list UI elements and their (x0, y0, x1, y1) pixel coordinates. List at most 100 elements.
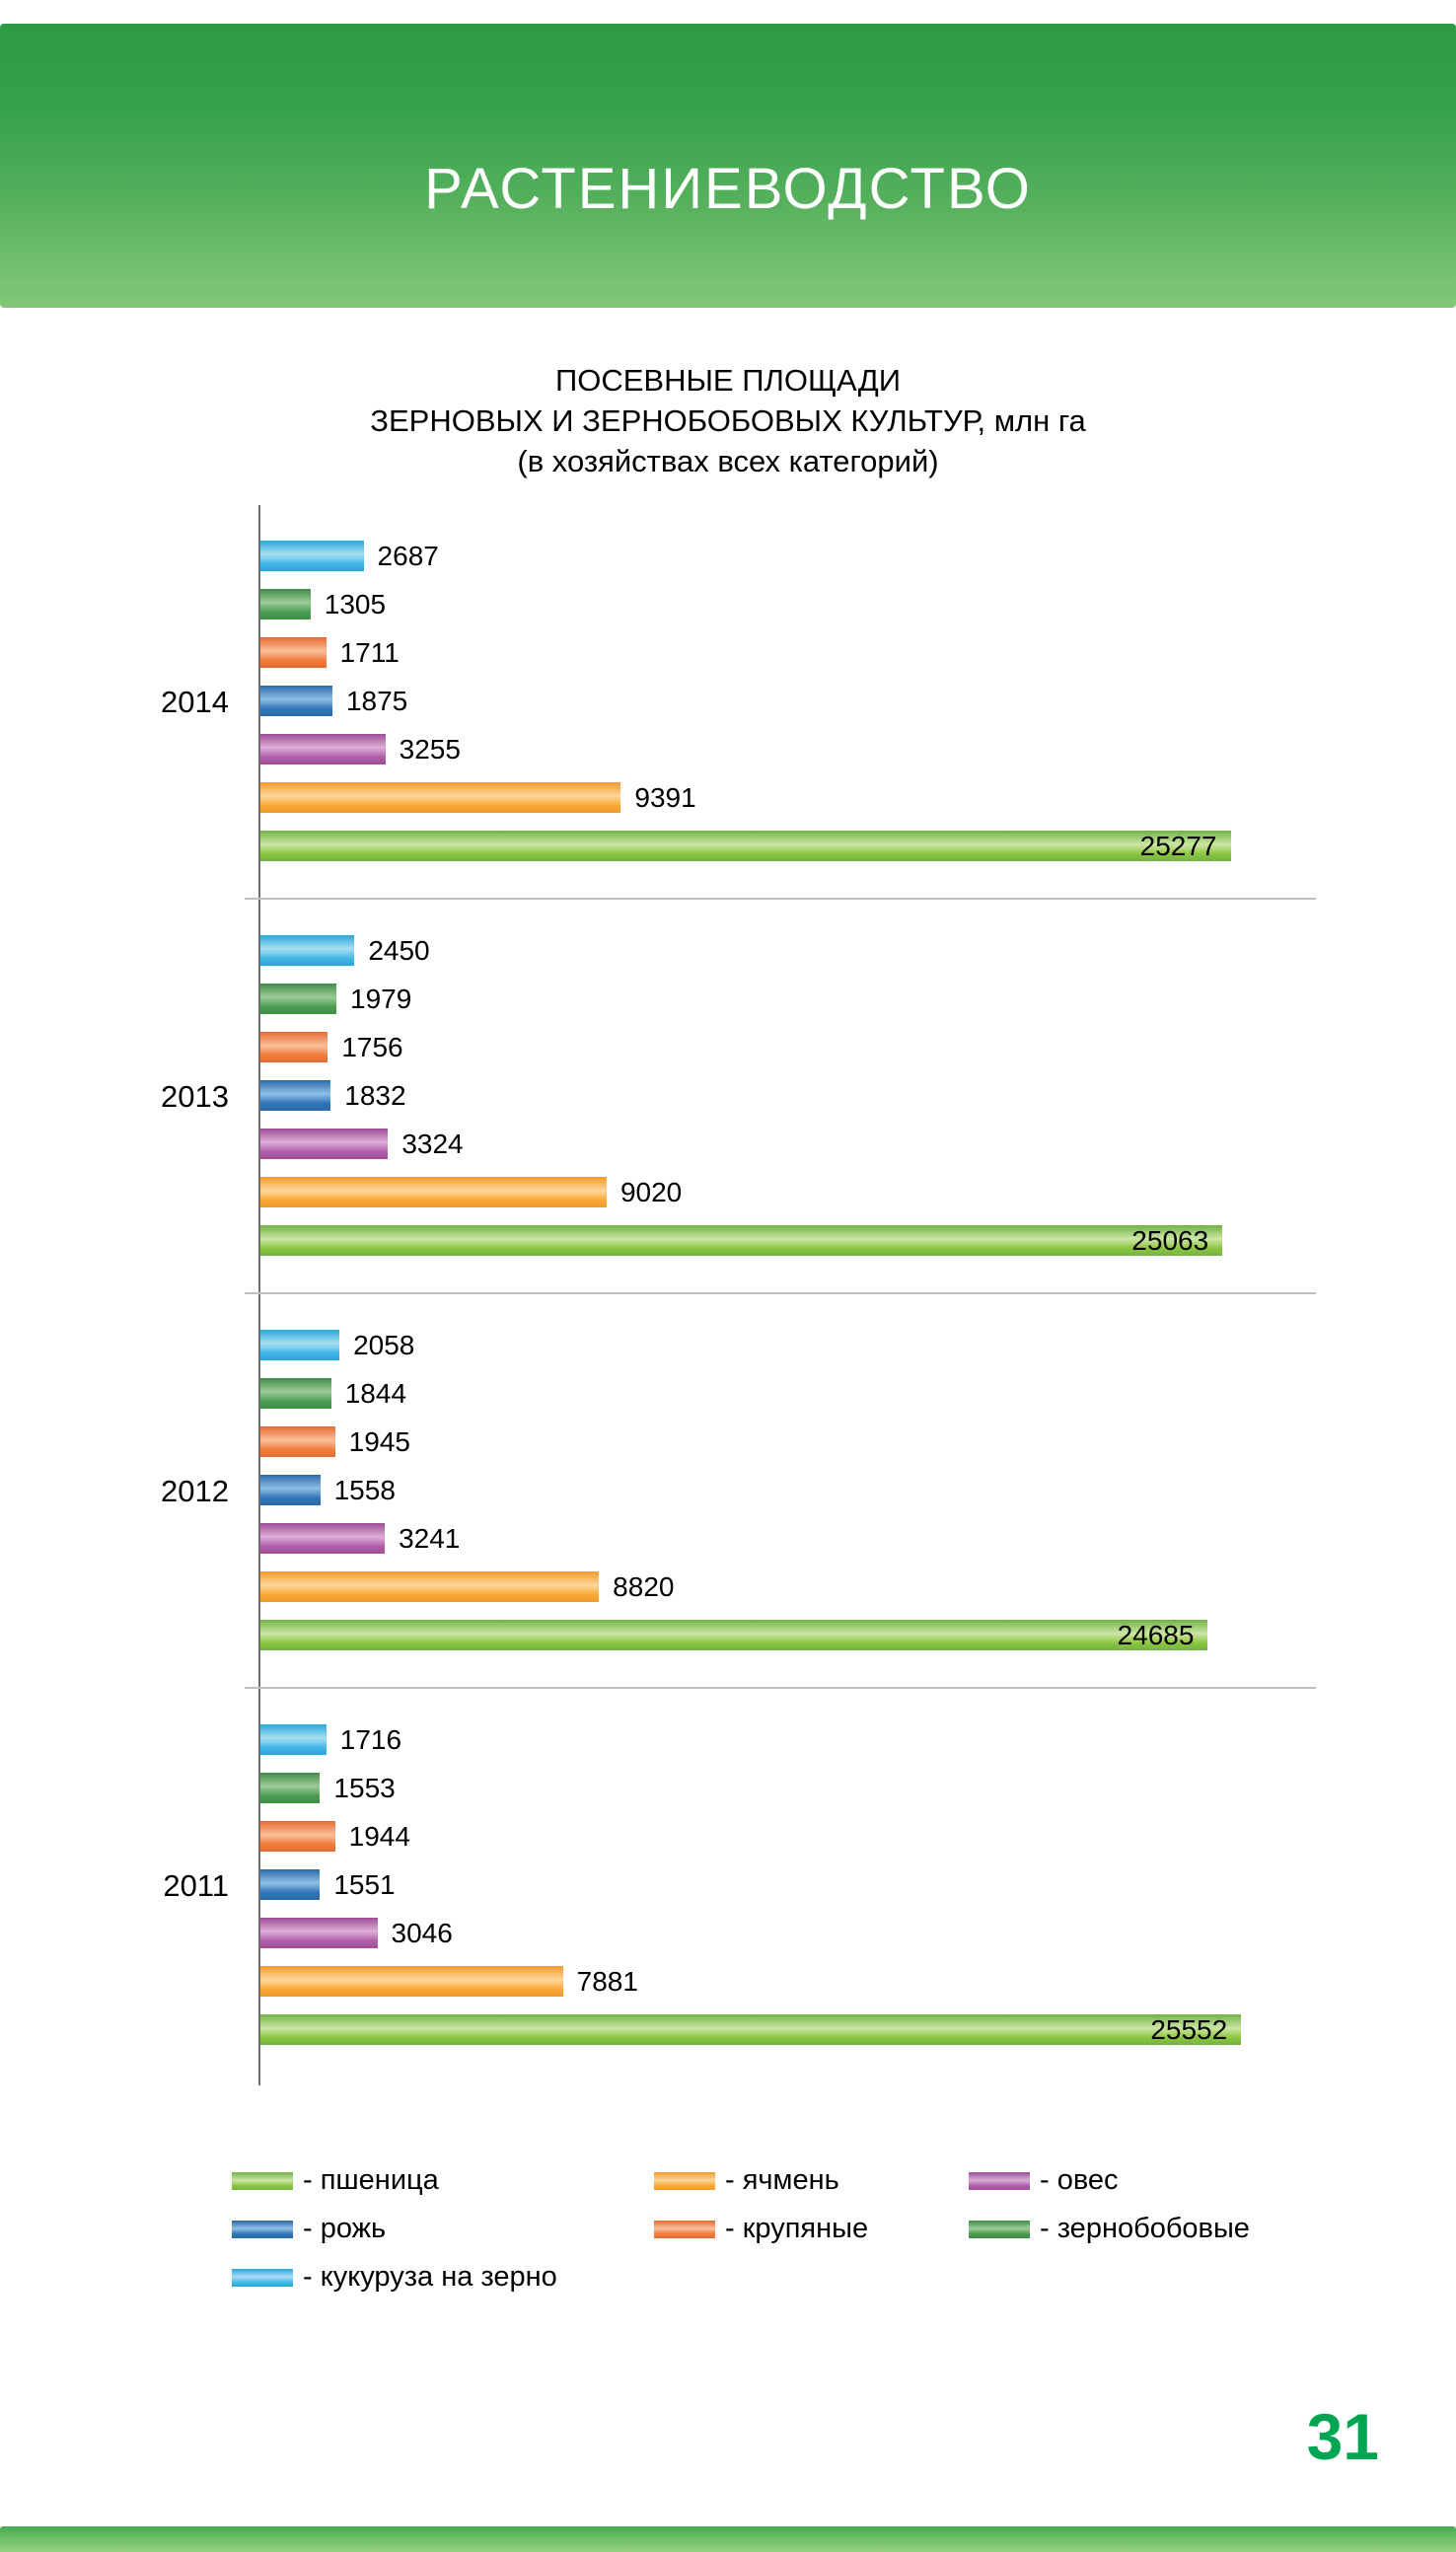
bar-row-barley: 9391 (260, 773, 1316, 822)
legend-label-barley: - ячмень (725, 2164, 839, 2196)
legend-item-corn: - кукуруза на зерно (232, 2261, 654, 2294)
bar-value: 1944 (348, 1820, 410, 1852)
bar-legumes (260, 589, 311, 620)
bar-value: 1844 (344, 1377, 407, 1409)
year-label: 2013 (161, 1079, 229, 1114)
bar-wheat (260, 831, 1231, 861)
bar-row-oats: 3046 (260, 1909, 1316, 1957)
bar-barley (260, 1177, 607, 1207)
bar-row-oats: 3324 (260, 1120, 1316, 1168)
bar-value: 3255 (399, 733, 461, 765)
bar-row-groats: 1711 (260, 628, 1316, 677)
bar-row-rye: 1832 (260, 1071, 1316, 1120)
bar-row-legumes: 1305 (260, 580, 1316, 628)
chart-title-line-3: (в хозяйствах всех категорий) (517, 443, 939, 478)
year-group-2012: 2012 2058 1844 1945 1558 3241 8820 24685 (161, 1294, 1316, 1689)
bar-barley (260, 1966, 563, 1997)
legend-label-wheat: - пшеница (303, 2164, 439, 2196)
bar-rye (260, 1475, 321, 1505)
bar-value: 2450 (368, 934, 430, 966)
bar-value: 1553 (333, 1772, 396, 1803)
bar-rye (260, 686, 332, 716)
year-label: 2012 (161, 1474, 229, 1508)
bar-barley (260, 782, 621, 813)
bar-row-corn: 1716 (260, 1715, 1316, 1764)
year-group-2011: 2011 1716 1553 1944 1551 3046 7881 25552 (163, 1689, 1316, 2083)
bar-row-rye: 1875 (260, 677, 1316, 725)
bar-wheat (260, 1225, 1223, 1256)
legend-item-rye: - рожь (232, 2213, 654, 2245)
chart-plot: 2014 2687 1305 1711 1875 3255 9391 25277 2013 245… (161, 505, 1316, 2085)
bar-rye (260, 1869, 321, 1900)
bar-corn (260, 1724, 327, 1755)
bar-legumes (260, 984, 336, 1014)
legend-item-barley: - ячмень (654, 2164, 969, 2197)
bar-value: 9391 (634, 781, 696, 813)
bar-row-groats: 1756 (260, 1023, 1316, 1071)
bar-row-oats: 3241 (260, 1514, 1316, 1563)
bar-oats (260, 1918, 378, 1948)
bar-corn (260, 541, 364, 571)
bar-value: 3241 (399, 1522, 461, 1554)
chart-legend: - пшеница - ячмень - овес - рожь - крупяные -… (232, 2156, 1396, 2301)
bar-value: 24685 (1117, 1619, 1195, 1650)
bar-row-groats: 1945 (260, 1418, 1316, 1466)
bar-row-corn: 2450 (260, 926, 1316, 975)
bar-row-legumes: 1844 (260, 1369, 1316, 1418)
bar-oats (260, 734, 386, 765)
bar-row-barley: 7881 (260, 1957, 1316, 2005)
legend-swatch-barley (654, 2171, 715, 2190)
bar-value: 25277 (1139, 830, 1217, 861)
bar-oats (260, 1129, 389, 1159)
chart-title: ПОСЕВНЫЕ ПЛОЩАДИ ЗЕРНОВЫХ И ЗЕРНОБОБОВЫХ… (0, 361, 1456, 482)
legend-swatch-oats (969, 2171, 1030, 2190)
bar-legumes (260, 1773, 321, 1803)
bar-row-wheat: 25552 (260, 2005, 1316, 2054)
bar-corn (260, 1330, 340, 1360)
legend-label-corn: - кукуруза на зерно (303, 2261, 557, 2293)
year-group-2014: 2014 2687 1305 1711 1875 3255 9391 25277 (161, 505, 1316, 900)
legend-label-groats: - крупяные (725, 2213, 869, 2244)
bar-groats (260, 1821, 335, 1852)
legend-item-oats: - овес (969, 2164, 1396, 2197)
bar-row-groats: 1944 (260, 1812, 1316, 1860)
bar-corn (260, 935, 355, 966)
bar-wheat (260, 2014, 1242, 2045)
bar-value: 2687 (377, 540, 439, 571)
bar-value: 25063 (1131, 1224, 1209, 1256)
bar-value: 3324 (401, 1128, 464, 1159)
bar-row-corn: 2687 (260, 532, 1316, 580)
bar-row-rye: 1551 (260, 1860, 1316, 1909)
bar-groats (260, 1032, 328, 1062)
bar-value: 1305 (324, 588, 387, 620)
bar-rye (260, 1080, 331, 1111)
legend-swatch-rye (232, 2220, 293, 2238)
bar-value: 8820 (613, 1570, 675, 1602)
page-title: РАСТЕНИЕВОДСТВО (424, 156, 1032, 221)
bar-value: 1711 (339, 636, 400, 668)
bar-value: 7881 (576, 1965, 638, 1997)
bar-value: 25552 (1150, 2013, 1228, 2045)
legend-item-groats: - крупяные (654, 2213, 969, 2245)
header-band: РАСТЕНИЕВОДСТВО (0, 24, 1456, 308)
bar-row-legumes: 1553 (260, 1764, 1316, 1812)
bar-row-oats: 3255 (260, 725, 1316, 773)
bar-row-wheat: 25063 (260, 1216, 1316, 1265)
legend-swatch-legumes (969, 2220, 1030, 2238)
legend-swatch-groats (654, 2220, 715, 2238)
bar-legumes (260, 1378, 331, 1409)
legend-swatch-wheat (232, 2171, 293, 2190)
bar-groats (260, 637, 327, 668)
bar-value: 9020 (619, 1176, 683, 1207)
page-number: 31 (1306, 2400, 1379, 2473)
legend-label-legumes: - зернобобовые (1040, 2213, 1250, 2244)
bar-value: 3046 (391, 1917, 453, 1948)
bar-oats (260, 1523, 386, 1554)
bar-value: 1558 (333, 1474, 396, 1505)
bar-value: 1551 (333, 1868, 396, 1900)
chart-title-line-2: ЗЕРНОВЫХ И ЗЕРНОБОБОВЫХ КУЛЬТУР, млн га (370, 402, 1086, 438)
legend-swatch-corn (232, 2268, 293, 2287)
bar-wheat (260, 1620, 1208, 1650)
year-label: 2014 (161, 685, 229, 719)
bar-value: 2058 (353, 1329, 415, 1360)
